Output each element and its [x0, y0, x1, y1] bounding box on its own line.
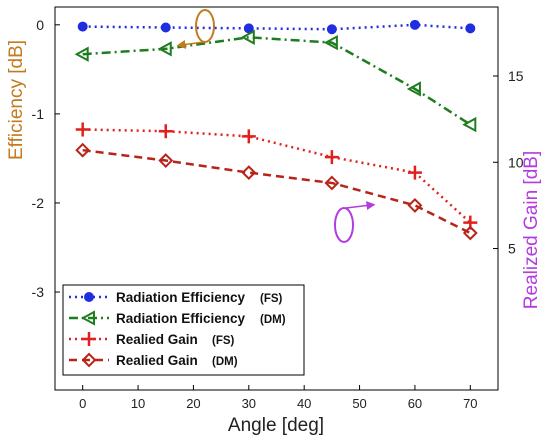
data-point	[324, 150, 339, 165]
data-point	[241, 129, 256, 144]
legend-tag: (FS)	[212, 335, 235, 347]
legend-tag: (DM)	[212, 356, 238, 368]
legend-item: Radiation Efficiency (FS)	[69, 290, 283, 305]
legend-marker	[82, 332, 96, 346]
legend-item: Radiation Efficiency (DM)	[69, 310, 286, 326]
legend-label: Realied Gain	[116, 353, 198, 368]
legend-label: Radiation Efficiency	[116, 311, 246, 326]
data-point	[409, 19, 420, 30]
legend: Radiation Efficiency (FS)Radiation Effici…	[62, 284, 305, 376]
x-tick-label: 60	[408, 396, 422, 411]
right-axis-label: Realized Gain [dB]	[521, 151, 542, 309]
legend-marker	[84, 292, 94, 302]
data-point	[74, 46, 89, 62]
data-point	[462, 116, 477, 133]
series-line	[82, 148, 471, 235]
data-point	[77, 21, 88, 32]
x-tick-label: 10	[131, 396, 145, 411]
x-tick-label: 70	[463, 396, 477, 411]
legend-tag: (FS)	[260, 293, 283, 305]
legend-marker	[80, 310, 95, 326]
data-point	[465, 23, 476, 34]
data-point	[158, 153, 174, 168]
efficiency-axis-arrow	[176, 39, 205, 49]
series-line	[82, 128, 472, 224]
x-tick-label: 20	[186, 396, 200, 411]
series-1	[74, 29, 477, 133]
right-y-tick-label: 5	[508, 241, 516, 257]
legend-marker	[81, 352, 97, 368]
left-y-tick-label: -1	[32, 106, 45, 122]
legend-label: Radiation Efficiency	[116, 290, 246, 305]
data-point	[158, 124, 173, 139]
series-line	[82, 36, 471, 126]
gain-axis-indicator	[334, 207, 354, 243]
x-tick-label: 30	[242, 396, 256, 411]
x-tick-label: 50	[352, 396, 366, 411]
left-y-tick-label: -2	[32, 195, 45, 211]
data-point	[462, 225, 478, 241]
legend-item: Realied Gain (DM)	[69, 352, 238, 368]
data-point	[324, 175, 340, 191]
tick-group: 0 10 20 30 40 50 60 70 0 -1 -2 -3 5 10 15	[32, 17, 524, 411]
data-point	[407, 165, 422, 180]
legend-tag: (DM)	[260, 314, 286, 326]
data-point	[241, 165, 257, 181]
data-point	[323, 34, 338, 51]
gain-axis-arrow	[345, 201, 376, 211]
x-axis-label: Angle [deg]	[228, 415, 324, 436]
data-point	[406, 81, 421, 97]
right-y-tick-label: 15	[508, 68, 524, 84]
data-point	[75, 122, 90, 137]
data-point	[240, 29, 255, 45]
legend-label: Realied Gain	[116, 332, 198, 347]
series-3	[75, 142, 478, 241]
plot-frame	[54, 6, 499, 391]
series-layer	[74, 19, 478, 241]
x-tick-label: 40	[297, 396, 311, 411]
data-point	[407, 197, 423, 213]
data-point	[326, 24, 337, 35]
left-axis-label: Efficiency [dB]	[6, 40, 27, 160]
data-point	[160, 22, 171, 33]
left-y-tick-label: -3	[32, 284, 45, 300]
series-0	[77, 19, 476, 35]
data-point	[75, 142, 91, 158]
legend-box	[62, 284, 305, 376]
right-y-tick-label: 10	[508, 154, 524, 170]
data-point	[157, 41, 172, 57]
left-y-tick-label: 0	[36, 17, 44, 33]
series-2	[75, 122, 478, 230]
x-tick-label: 0	[79, 396, 86, 411]
efficiency-axis-indicator	[195, 9, 215, 43]
legend-item: Realied Gain (FS)	[69, 332, 235, 347]
